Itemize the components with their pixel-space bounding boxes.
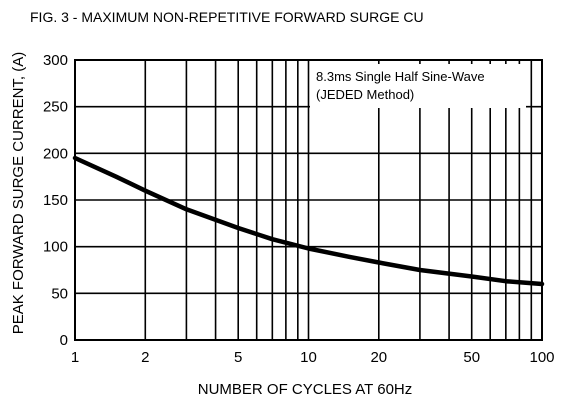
y-axis-label: PEAK FORWARD SURGE CURRENT, (A)	[10, 52, 27, 335]
series-line	[72, 155, 545, 287]
y-tick-label: 0	[60, 332, 68, 349]
plot-frame	[74, 59, 543, 341]
x-tick-label: 50	[463, 349, 480, 366]
x-tick-label: 20	[370, 349, 387, 366]
y-tick-label: 300	[43, 52, 68, 69]
annotation-line-2: (JEDED Method)	[316, 87, 414, 102]
x-tick-labels: 1 2 5 10 20 50 100	[71, 349, 555, 366]
x-axis-label: NUMBER OF CYCLES AT 60Hz	[198, 381, 413, 398]
x-tick-label: 5	[234, 349, 242, 366]
y-tick-label: 100	[43, 239, 68, 256]
x-tick-label: 1	[71, 349, 79, 366]
annotation-line-1: 8.3ms Single Half Sine-Wave	[316, 69, 485, 84]
y-tick-labels: 0 50 100 150 200 250 300	[43, 52, 68, 349]
y-tick-label: 250	[43, 99, 68, 116]
annotation-box	[310, 64, 526, 108]
series-layer	[72, 155, 545, 287]
y-tick-label: 50	[51, 285, 68, 302]
y-tick-label: 150	[43, 192, 68, 209]
x-tick-label: 10	[300, 349, 317, 366]
chart-title: FIG. 3 - MAXIMUM NON-REPETITIVE FORWARD …	[30, 9, 424, 25]
x-tick-label: 2	[141, 349, 149, 366]
x-tick-label: 100	[529, 349, 554, 366]
y-tick-label: 200	[43, 145, 68, 162]
